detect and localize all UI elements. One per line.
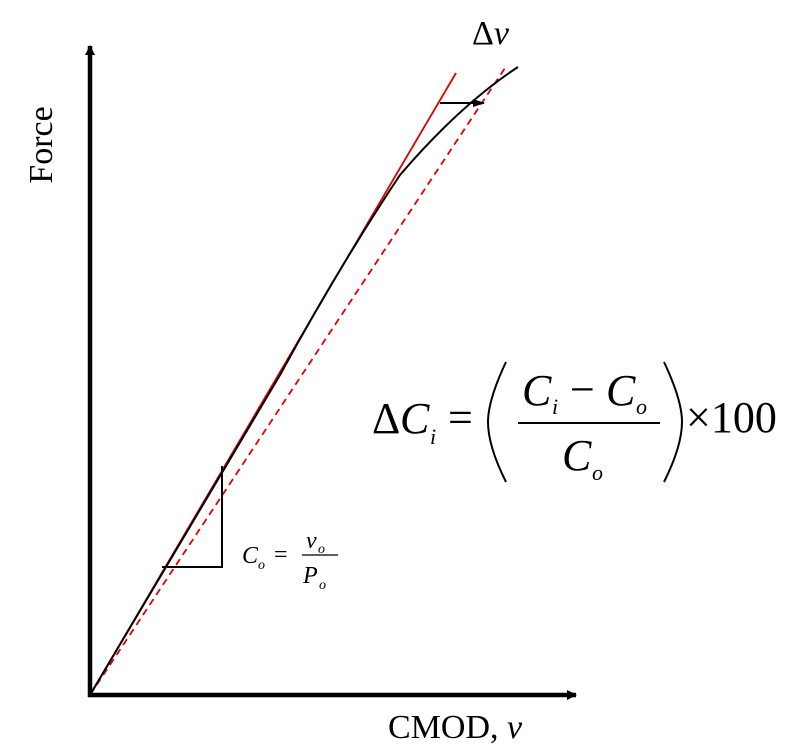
svg-text:P: P bbox=[302, 563, 318, 589]
svg-text:C: C bbox=[522, 366, 552, 415]
svg-text:o: o bbox=[318, 542, 325, 557]
svg-text:−: − bbox=[570, 365, 595, 414]
y-axis-label: Force bbox=[23, 106, 60, 183]
delta-v-label: Δv bbox=[472, 15, 510, 52]
svg-text:×100: ×100 bbox=[686, 393, 777, 442]
svg-text:=: = bbox=[274, 542, 288, 568]
svg-text:o: o bbox=[636, 394, 647, 419]
svg-text:=: = bbox=[448, 393, 473, 442]
svg-text:i: i bbox=[430, 424, 436, 449]
svg-text:v: v bbox=[306, 528, 317, 554]
force-cmod-curve bbox=[89, 66, 519, 696]
svg-text:i: i bbox=[552, 394, 558, 419]
svg-text:o: o bbox=[319, 578, 326, 593]
svg-text:o: o bbox=[258, 558, 265, 573]
svg-text:o: o bbox=[592, 460, 603, 485]
slope-triangle bbox=[162, 466, 223, 568]
compliance-change-equation: Δ C i = C i − C o C o ×100 bbox=[372, 361, 777, 485]
compliance-definition-equation: C o = v o P o bbox=[242, 528, 338, 593]
svg-text:C: C bbox=[562, 431, 592, 480]
svg-text:C: C bbox=[242, 543, 259, 569]
svg-text:Δ: Δ bbox=[372, 394, 400, 443]
svg-text:C: C bbox=[606, 366, 636, 415]
svg-text:C: C bbox=[400, 394, 430, 443]
secant-line bbox=[89, 67, 506, 696]
x-axis-label: CMOD, v bbox=[388, 709, 523, 746]
